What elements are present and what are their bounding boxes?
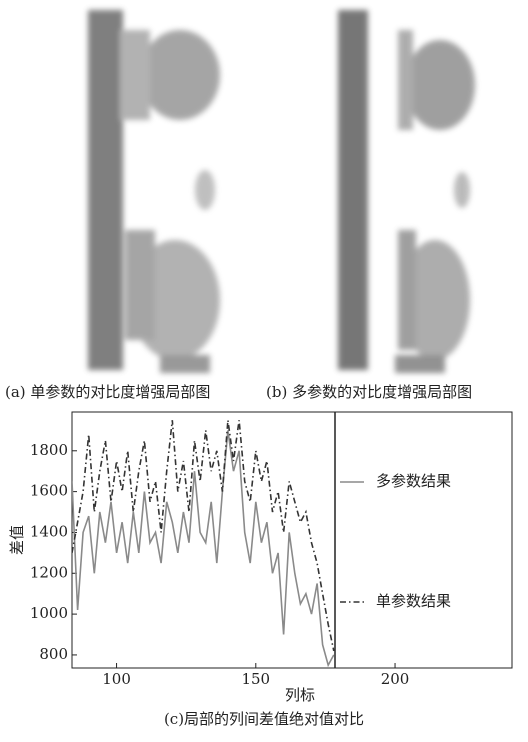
x-tick-label: 100 xyxy=(102,670,131,688)
y-tick-label: 1400 xyxy=(30,522,68,540)
image-b xyxy=(338,10,475,373)
series-line xyxy=(72,420,335,652)
legend-label: 多参数结果 xyxy=(376,472,451,490)
plot-frame xyxy=(71,411,513,669)
legend-label: 单参数结果 xyxy=(376,592,451,610)
y-axis-label: 差值 xyxy=(8,525,26,555)
y-tick-label: 800 xyxy=(39,645,68,663)
y-tick-label: 1600 xyxy=(30,482,68,500)
panel-caption: (a) 单参数的对比度增强局部图 xyxy=(5,383,210,401)
x-tick-label: 150 xyxy=(241,670,270,688)
image-a xyxy=(88,10,220,373)
chart-title: (c)局部的列间差值绝对值对比 xyxy=(164,710,364,728)
y-tick-label: 1000 xyxy=(30,604,68,622)
y-tick-label: 1800 xyxy=(30,441,68,459)
plot-lines xyxy=(72,420,335,668)
x-tick-label: 200 xyxy=(381,670,410,688)
y-tick-label: 1200 xyxy=(30,563,68,581)
panel-caption: (b) 多参数的对比度增强局部图 xyxy=(266,383,472,401)
series-line xyxy=(72,430,335,668)
x-axis-label: 列标 xyxy=(285,686,315,704)
